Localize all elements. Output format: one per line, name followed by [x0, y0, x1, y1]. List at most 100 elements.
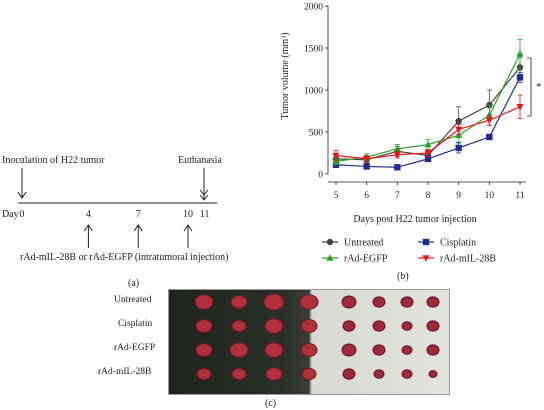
data-point — [486, 133, 493, 141]
data-point — [455, 144, 462, 152]
tumor-photo — [168, 289, 450, 395]
series-3 — [332, 94, 524, 163]
tumor-sample — [230, 295, 248, 309]
y-tick-label: 0 — [318, 171, 323, 181]
legend-marker — [422, 238, 430, 246]
row-label-untreated: Untreated — [114, 295, 152, 305]
tumor-sample — [195, 319, 213, 333]
data-point — [363, 163, 370, 170]
euthanasia-arrow — [199, 168, 209, 201]
tumor-sample — [300, 343, 318, 357]
day-tick-label: 0 — [20, 209, 25, 220]
data-point — [455, 117, 462, 125]
legend-entry: rAd-mIL-28B — [418, 254, 496, 265]
tumor-sample — [341, 343, 357, 357]
data-point — [363, 156, 371, 163]
tumor-sample — [341, 295, 357, 309]
x-axis-title: Days post H22 tumor injection — [353, 214, 476, 225]
significance-bracket: * — [527, 57, 542, 117]
tumor-sample — [401, 369, 413, 379]
data-point — [455, 126, 463, 134]
x-tick-label: 11 — [515, 191, 524, 201]
tumor-sample — [426, 320, 440, 332]
tumor-sample — [299, 294, 319, 310]
data-point — [393, 151, 401, 159]
tumor-sample — [194, 294, 214, 310]
data-point — [393, 145, 401, 152]
x-tick-label: 7 — [395, 191, 400, 201]
tumor-volume-chart: 0 500 1000 1500 2000 5 6 7 8 9 10 11 Tumor volume (… — [280, 3, 542, 283]
tumor-sample — [372, 296, 386, 308]
tumor-sample — [196, 367, 212, 381]
tumor-sample — [265, 367, 283, 381]
legend-marker — [326, 254, 334, 261]
data-point — [424, 155, 432, 163]
tumor-sample — [401, 345, 413, 355]
legend-label: Untreated — [344, 238, 383, 249]
row-label-egfp: rAd-EGFP — [114, 343, 156, 353]
tumor-sample — [426, 344, 440, 356]
injection-label: rAd-mIL-28B or rAd-EGFP (intratumoral in… — [20, 252, 228, 263]
data-point — [516, 104, 524, 111]
legend-entry: Cisplatin — [418, 238, 476, 249]
tumor-sample — [426, 296, 440, 308]
legend-marker — [422, 255, 430, 262]
x-tick-label: 9 — [456, 191, 461, 201]
tumor-sample — [264, 318, 284, 334]
tumor-sample — [401, 321, 413, 331]
legend-marker — [326, 238, 334, 246]
tumor-sample — [428, 370, 438, 378]
tumor-sample — [264, 342, 284, 358]
panel-label-c: (c) — [265, 398, 277, 409]
data-point — [424, 150, 432, 157]
tumor-sample — [229, 342, 249, 358]
data-point — [332, 152, 340, 160]
row-label-mil28b: rAd-mIL-28B — [98, 367, 152, 377]
day-tick-label: 7 — [136, 209, 141, 220]
tumor-sample — [372, 344, 386, 356]
tumor-sample — [231, 367, 247, 381]
data-point — [516, 74, 524, 81]
euthanasia-label: Euthanasia — [178, 155, 222, 166]
tumor-sample — [400, 296, 414, 308]
data-point — [516, 50, 524, 57]
data-point — [485, 117, 493, 125]
x-tick-label: 10 — [485, 191, 495, 201]
x-tick-label: 5 — [334, 191, 339, 201]
data-point — [485, 111, 493, 118]
tumor-sample — [301, 367, 317, 381]
tumor-sample — [195, 343, 213, 357]
timeline-panel: Inoculation of H22 tumor Euthanasia Day … — [2, 155, 228, 289]
x-tick-label: 6 — [364, 191, 369, 201]
day-tick-label: 10 — [183, 209, 193, 220]
y-tick-label: 1000 — [304, 87, 323, 97]
x-tick-label: 8 — [426, 191, 431, 201]
significance-star: * — [536, 81, 542, 93]
tumor-sample — [342, 320, 356, 332]
y-tick-label: 2000 — [304, 3, 323, 13]
y-tick-label: 500 — [309, 129, 324, 139]
tumor-sample — [300, 319, 318, 333]
series-2 — [332, 39, 524, 166]
legend-label: Cisplatin — [440, 238, 476, 249]
legend-entry: Untreated — [322, 238, 383, 249]
legend-entry: rAd-EGFP — [322, 254, 388, 265]
tumor-sample — [342, 368, 356, 380]
tumor-sample — [231, 319, 247, 333]
row-label-cisplatin: Cisplatin — [118, 319, 153, 329]
legend-label: rAd-mIL-28B — [440, 254, 496, 265]
panel-label-b: (b) — [397, 271, 409, 282]
inoculation-label: Inoculation of H22 tumor — [2, 155, 105, 166]
tumor-sample — [373, 369, 385, 379]
day-tick-label: 4 — [86, 209, 91, 220]
tumor-sample — [263, 293, 285, 311]
y-tick-label: 1500 — [304, 45, 323, 55]
panel-label-a: (a) — [128, 278, 139, 289]
data-point — [424, 140, 432, 148]
data-point — [394, 164, 401, 171]
legend-label: rAd-EGFP — [344, 254, 388, 265]
series-1 — [332, 71, 524, 171]
tumor-sample — [372, 320, 386, 332]
day-tick-label: 11 — [200, 209, 210, 220]
day-prefix: Day — [2, 209, 19, 220]
